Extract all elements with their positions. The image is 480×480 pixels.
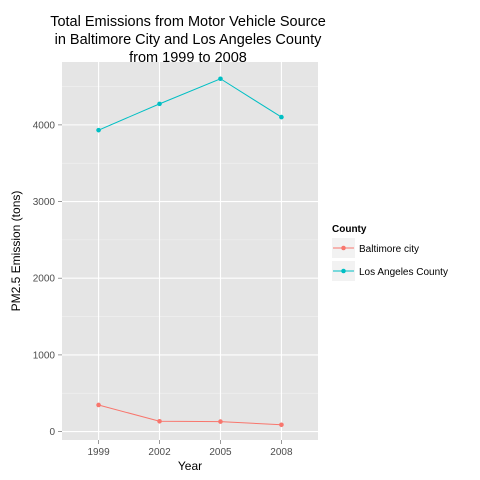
data-point-los-angeles-county	[157, 101, 162, 107]
x-axis: 1999 2002 2005 2008	[87, 440, 293, 458]
legend-key-point-baltimore-city	[341, 245, 346, 251]
data-point-baltimore-city	[279, 422, 284, 428]
data-point-baltimore-city	[157, 418, 162, 424]
major-gridlines	[62, 62, 318, 440]
y-tick-label: 3000	[33, 197, 56, 208]
legend: County Baltimore city Los Angeles County	[332, 224, 448, 281]
legend-key-point-los-angeles-county	[341, 268, 346, 274]
y-tick-label: 4000	[33, 120, 56, 131]
legend-items: Baltimore city Los Angeles County	[332, 238, 448, 281]
chart-title-line-1: Total Emissions from Motor Vehicle Sourc…	[50, 14, 326, 30]
series-line-baltimore-city	[98, 404, 282, 426]
data-point-los-angeles-county	[218, 76, 223, 82]
y-tick-label: 0	[49, 427, 55, 438]
minor-gridlines	[62, 86, 318, 394]
series-layer	[96, 76, 284, 428]
x-axis-title: Year	[178, 459, 202, 473]
legend-title: County	[332, 224, 367, 235]
y-axis: 0 1000 2000 3000 4000	[33, 120, 62, 438]
data-point-los-angeles-county	[279, 114, 284, 120]
y-axis-title: PM2.5 Emission (tons)	[9, 191, 23, 312]
legend-label-los-angeles-county: Los Angeles County	[359, 267, 448, 278]
x-tick-label: 2005	[209, 447, 232, 458]
data-point-los-angeles-county	[96, 127, 101, 133]
plot-panel	[62, 62, 318, 440]
x-tick-label: 2008	[270, 447, 293, 458]
chart-title-line-2: in Baltimore City and Los Angeles County	[55, 32, 323, 48]
legend-label-baltimore-city: Baltimore city	[359, 244, 419, 255]
x-tick-label: 2002	[148, 447, 171, 458]
x-tick-label: 1999	[87, 447, 110, 458]
data-point-baltimore-city	[218, 419, 223, 424]
y-tick-label: 2000	[33, 274, 56, 285]
series-line-los-angeles-county	[98, 78, 282, 131]
data-point-baltimore-city	[96, 402, 101, 408]
y-tick-label: 1000	[33, 350, 56, 361]
